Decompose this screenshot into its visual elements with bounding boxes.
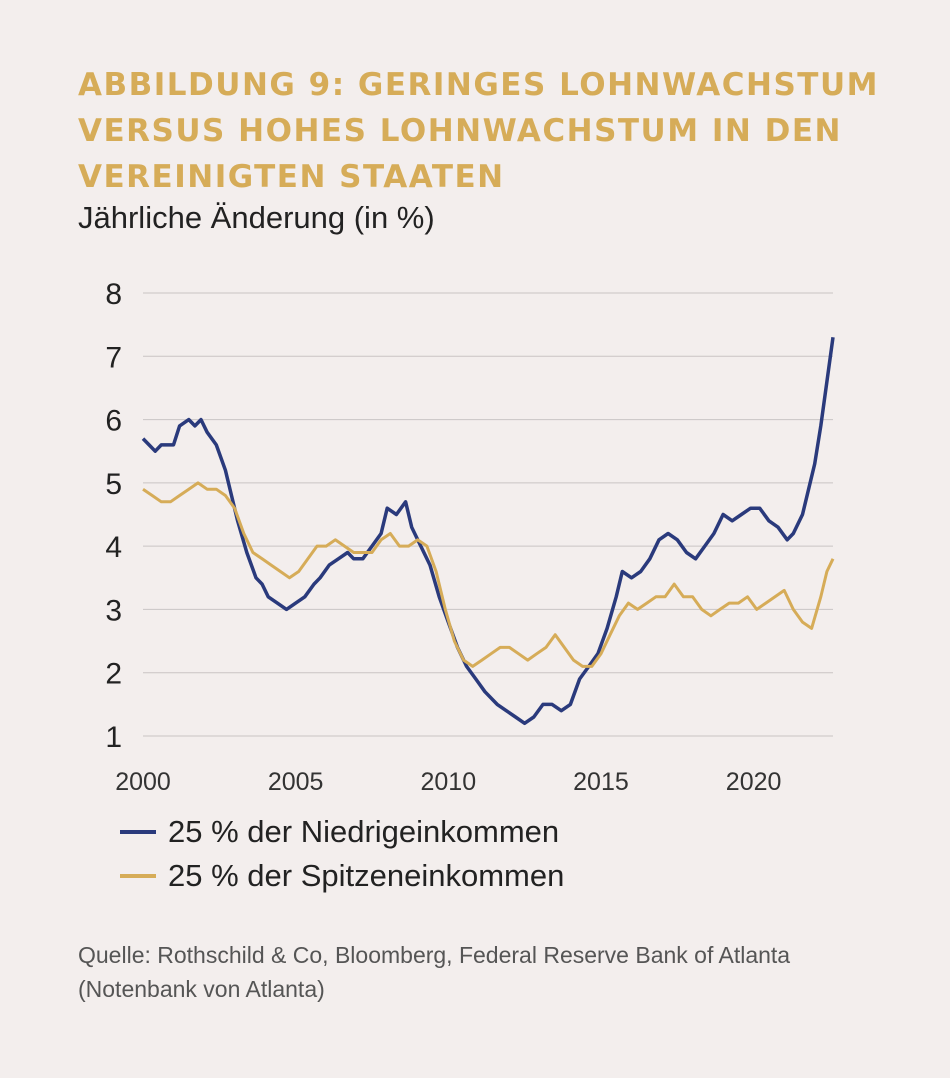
y-tick-label: 7 (105, 341, 122, 374)
source-line-1: Quelle: Rothschild & Co, Bloomberg, Fede… (78, 942, 791, 968)
x-tick-label: 2005 (268, 768, 324, 796)
y-tick-label: 8 (105, 278, 122, 311)
chart-title-line-2: VERSUS HOHES LOHNWACHSTUM IN DEN (78, 113, 842, 149)
chart-subtitle: Jährliche Änderung (in %) (78, 200, 435, 235)
x-tick-label: 2000 (115, 768, 171, 796)
y-tick-label: 4 (105, 531, 122, 564)
legend-swatch-high (120, 874, 156, 878)
series-line-low-income (141, 337, 835, 726)
series-line-high-income (142, 481, 835, 668)
source-line-2: (Notenbank von Atlanta) (78, 976, 325, 1002)
x-tick-label: 2010 (420, 768, 476, 796)
y-tick-label: 1 (105, 721, 122, 754)
chart-legend: 25 % der Niedrigeinkommen 25 % der Spitz… (120, 810, 564, 898)
y-tick-label: 3 (105, 594, 122, 627)
x-tick-label: 2015 (573, 768, 629, 796)
x-tick-label: 2020 (726, 768, 782, 796)
legend-label-high: 25 % der Spitzeneinkommen (168, 858, 565, 893)
chart-title-line-3: VEREINIGTEN STAATEN (78, 159, 505, 195)
y-tick-label: 2 (105, 658, 122, 691)
legend-item-low: 25 % der Niedrigeinkommen (120, 810, 564, 854)
legend-label-low: 25 % der Niedrigeinkommen (168, 814, 560, 849)
y-tick-label: 5 (105, 468, 122, 501)
source-note: Quelle: Rothschild & Co, Bloomberg, Fede… (78, 938, 938, 1006)
legend-item-high: 25 % der Spitzeneinkommen (120, 854, 564, 898)
chart-title-line-1: ABBILDUNG 9: GERINGES LOHNWACHSTUM (78, 67, 879, 103)
y-tick-label: 6 (105, 405, 122, 438)
legend-swatch-low (120, 830, 156, 834)
chart-title: ABBILDUNG 9: GERINGES LOHNWACHSTUM VERSU… (78, 62, 898, 200)
line-chart: 1 2 3 4 5 6 7 8 2000 2005 2010 2015 2020 (105, 278, 835, 796)
